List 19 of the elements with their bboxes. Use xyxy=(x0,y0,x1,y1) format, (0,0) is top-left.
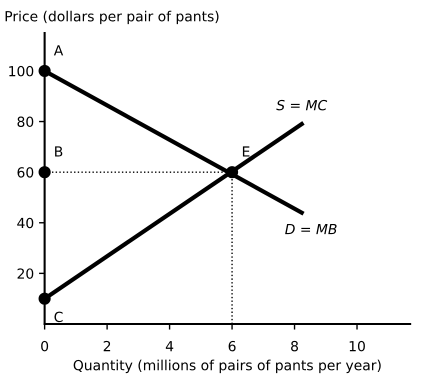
annotation: A xyxy=(54,45,64,56)
y-tick-label: 20 xyxy=(18,268,34,279)
x-tick-label: 4 xyxy=(166,341,174,352)
series-label: D = MB xyxy=(285,224,337,234)
y-tick-label: 80 xyxy=(17,116,34,128)
annotation: C xyxy=(54,312,63,322)
annotation: E xyxy=(242,146,250,157)
series-label: S = MC xyxy=(276,100,328,110)
annotation: B xyxy=(55,146,62,157)
x-tick-label: 0 xyxy=(41,340,48,352)
x-tick-label: 6 xyxy=(228,340,236,352)
x-tick-label: 10 xyxy=(350,340,365,352)
x-axis-title: Quantity (millions of pairs of pants per year) xyxy=(74,360,381,374)
x-tick-label: 2 xyxy=(104,340,110,352)
y-tick-label: 100 xyxy=(9,66,34,76)
y-tick-label: 40 xyxy=(17,218,34,228)
x-tick-label: 8 xyxy=(291,340,298,352)
y-axis-title: Price (dollars per pair of pants) xyxy=(6,10,219,24)
y-tick-label: 60 xyxy=(18,167,34,178)
